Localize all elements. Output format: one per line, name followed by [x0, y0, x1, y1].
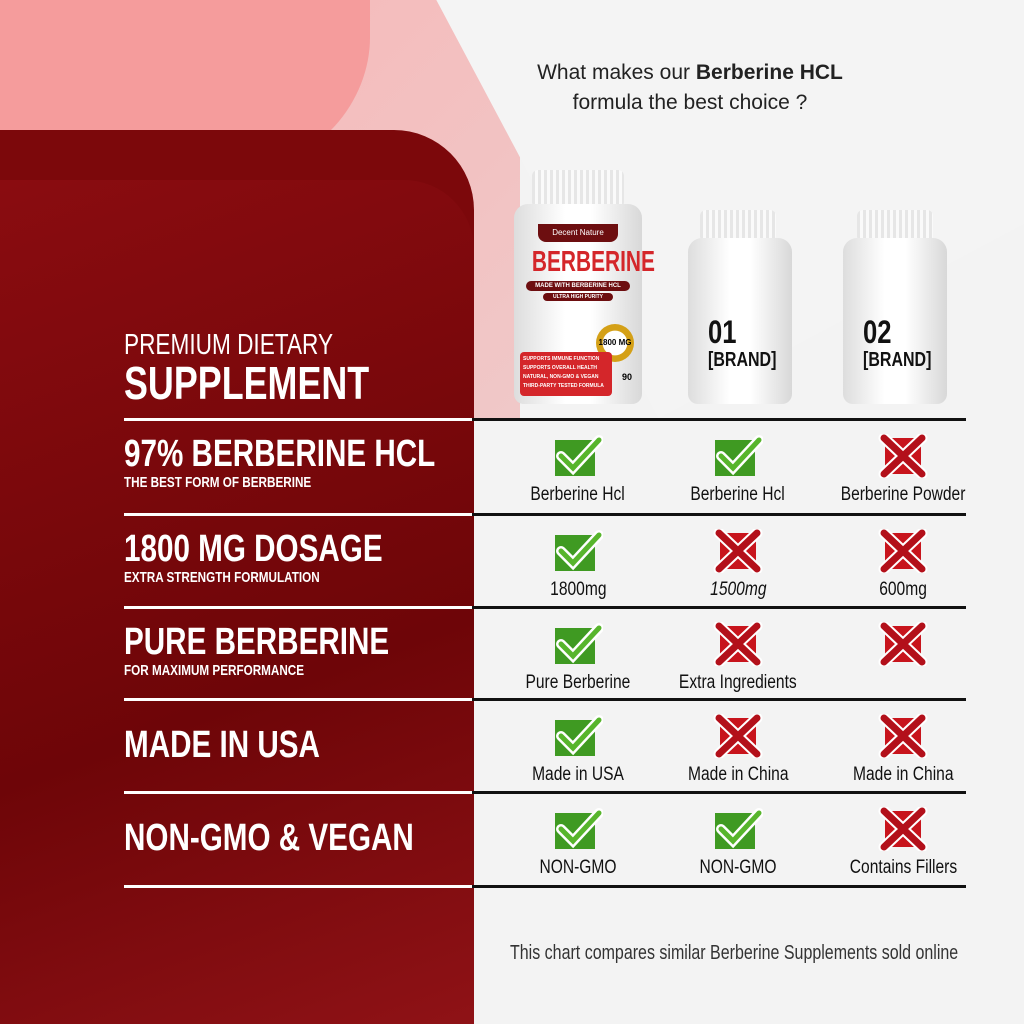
comparison-cell: Made in China: [653, 712, 823, 786]
row-label: 97% BERBERINE HCL THE BEST FORM OF BERBE…: [124, 434, 523, 492]
row-subtitle: FOR MAXIMUM PERFORMANCE: [124, 662, 305, 679]
product-subtitle: MADE WITH BERBERINE HCL: [526, 281, 630, 291]
cross-icon: [713, 712, 763, 760]
row-divider: [124, 418, 472, 421]
comparison-cell: Berberine Powder: [818, 432, 988, 506]
row-divider: [472, 418, 966, 421]
cross-icon: [878, 432, 928, 480]
title-text: What makes our: [537, 61, 696, 84]
comparison-cell: Made in China: [818, 712, 988, 786]
checkmark-icon: [553, 714, 604, 758]
left-red-panel: [0, 180, 474, 1024]
row-title: 1800 MG DOSAGE: [124, 528, 383, 570]
row-divider: [124, 698, 472, 701]
footer-note: This chart compares similar Berberine Su…: [510, 942, 959, 964]
row-label: PURE BERBERINE FOR MAXIMUM PERFORMANCE: [124, 622, 464, 680]
checkmark-icon: [713, 807, 764, 851]
title-bold: Berberine HCL: [695, 61, 843, 84]
comparison-cell: 600mg: [818, 527, 988, 601]
row-label: 1800 MG DOSAGE EXTRA STRENGTH FORMULATIO…: [124, 529, 456, 587]
row-title: 97% BERBERINE HCL: [124, 433, 436, 475]
cell-text: Berberine Hcl: [530, 484, 626, 505]
cell-text: 600mg: [879, 579, 927, 600]
row-title: NON-GMO & VEGAN: [124, 817, 414, 859]
comparison-cell: Pure Berberine: [493, 622, 663, 694]
checkmark-icon: [553, 434, 604, 478]
comparison-cell: Berberine Hcl: [493, 434, 663, 506]
comparison-cell: Extra Ingredients: [653, 620, 823, 694]
row-label: MADE IN USA: [124, 714, 375, 776]
cross-icon: [878, 712, 928, 760]
comparison-cell: Contains Fillers: [818, 805, 988, 879]
bottle-cap: [532, 170, 624, 208]
comparison-cell: 1500mg: [653, 527, 823, 601]
checkmark-icon: [553, 529, 604, 573]
row-divider: [472, 885, 966, 888]
brand-label: [BRAND]: [708, 349, 777, 371]
header-title: What makes our Berberine HCL formula the…: [480, 58, 900, 118]
cell-text: Berberine Hcl: [690, 484, 786, 505]
brand-number: 01: [708, 314, 737, 350]
cross-icon: [713, 620, 763, 668]
brand-label: [BRAND]: [863, 349, 932, 371]
cell-text: Extra Ingredients: [679, 672, 797, 693]
row-divider: [472, 606, 966, 609]
cell-text: Made in China: [687, 764, 789, 785]
comparison-cell: Made in USA: [493, 714, 663, 786]
cell-text: Made in USA: [532, 764, 624, 785]
cell-text: Pure Berberine: [525, 672, 631, 693]
brand-number: 02: [863, 314, 892, 350]
checkmark-icon: [713, 434, 764, 478]
comparison-cell: NON-GMO: [493, 807, 663, 879]
cross-icon: [713, 527, 763, 575]
benefit: NATURAL, NON-GMO & VEGAN: [523, 374, 599, 380]
row-subtitle: THE BEST FORM OF BERBERINE: [124, 474, 312, 491]
row-divider: [472, 698, 966, 701]
row-divider: [124, 513, 472, 516]
cell-text: Contains Fillers: [849, 857, 957, 878]
row-divider: [124, 885, 472, 888]
product-purity: ULTRA HIGH PURITY: [543, 293, 613, 301]
benefit: THIRD-PARTY TESTED FORMULA: [523, 383, 604, 389]
benefit: SUPPORTS IMMUNE FUNCTION: [523, 356, 600, 362]
row-divider: [124, 791, 472, 794]
cell-text: NON-GMO: [699, 857, 777, 878]
cell-text: 1500mg: [709, 579, 767, 600]
row-subtitle: EXTRA STRENGTH FORMULATION: [124, 569, 320, 586]
competitor-bottle-02: 02 [BRAND]: [843, 238, 947, 404]
brand-label: Decent Nature: [538, 224, 618, 242]
benefits-list: SUPPORTS IMMUNE FUNCTION SUPPORTS OVERAL…: [520, 352, 612, 396]
row-title: MADE IN USA: [124, 724, 320, 766]
title-line2: formula the best choice ?: [572, 91, 808, 114]
row-divider: [472, 791, 966, 794]
cross-icon: [878, 805, 928, 853]
cross-icon: [878, 527, 928, 575]
checkmark-icon: [553, 807, 604, 851]
cell-text: 1800mg: [549, 579, 607, 600]
product-name: BERBERINE: [531, 246, 655, 278]
product-bottle: Decent Nature BERBERINE MADE WITH BERBER…: [514, 204, 655, 404]
cell-text: Berberine Powder: [840, 484, 966, 505]
bottle-cap: [857, 210, 933, 242]
row-divider: [472, 513, 966, 516]
cell-text: NON-GMO: [539, 857, 617, 878]
intro-line1: PREMIUM DIETARY: [124, 329, 334, 361]
intro-label: PREMIUM DIETARY SUPPLEMENT: [124, 330, 438, 406]
row-title: PURE BERBERINE: [124, 621, 390, 663]
bottle-cap: [700, 210, 776, 242]
checkmark-icon: [553, 622, 604, 666]
intro-line2: SUPPLEMENT: [124, 357, 370, 409]
cross-icon: [878, 620, 928, 668]
comparison-cell: [818, 620, 988, 690]
competitor-bottle-01: 01 [BRAND]: [688, 238, 792, 404]
benefit: SUPPORTS OVERALL HEALTH: [523, 365, 597, 371]
row-label: NON-GMO & VEGAN: [124, 807, 496, 869]
cell-text: Made in China: [852, 764, 954, 785]
comparison-cell: NON-GMO: [653, 807, 823, 879]
comparison-cell: 1800mg: [493, 529, 663, 601]
capsule-count: 90: [621, 372, 632, 382]
comparison-cell: Berberine Hcl: [653, 434, 823, 506]
row-divider: [124, 606, 472, 609]
